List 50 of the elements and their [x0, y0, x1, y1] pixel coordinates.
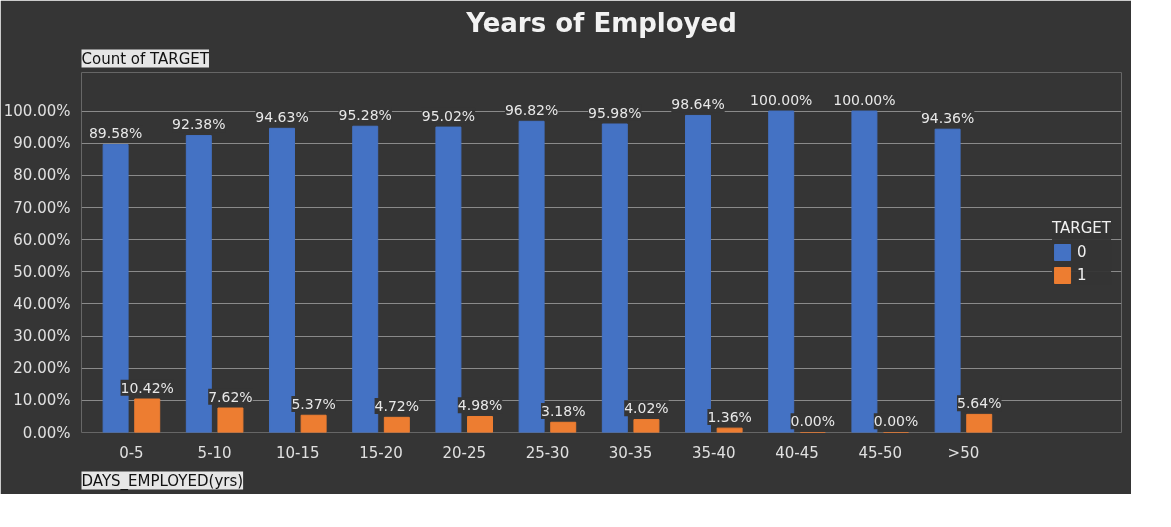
y-tick-label: 40.00%: [13, 294, 71, 313]
data-label: 94.63%: [255, 109, 309, 126]
x-tick-label: >50: [947, 443, 980, 462]
y-tick-label: 20.00%: [13, 359, 71, 378]
data-label: 10.42%: [120, 379, 174, 396]
y-tick-label: 10.00%: [13, 391, 71, 410]
data-label: 89.58%: [88, 125, 143, 142]
data-label: 5.37%: [291, 396, 336, 413]
x-tick-label: 15-20: [359, 443, 403, 462]
y-tick-label: 50.00%: [13, 262, 71, 281]
legend-title: TARGET: [1052, 219, 1111, 237]
data-label: 4.72%: [374, 398, 420, 415]
data-label: 95.28%: [338, 107, 392, 124]
y-tick-label: 60.00%: [13, 230, 71, 249]
data-label: 0.00%: [873, 413, 919, 430]
data-label: 100.00%: [833, 91, 896, 108]
data-label: 1.36%: [707, 408, 752, 425]
y-tick-label: 70.00%: [13, 198, 71, 217]
text: Count of TARGET: [81, 49, 210, 68]
x-tick-label: 10-15: [276, 443, 320, 462]
x-tick-label: 40-45: [775, 443, 819, 462]
data-label: 4.98%: [457, 397, 503, 414]
chart-title: Years of Employed: [465, 7, 737, 38]
y-tick-label: 80.00%: [13, 166, 71, 185]
legend-label: 0: [1077, 243, 1088, 261]
y-tick-label: 90.00%: [13, 134, 71, 153]
legend-label: 1: [1077, 266, 1088, 284]
x-axis-title: DAYS_EMPLOYED(yrs): [81, 471, 244, 491]
data-label: 7.62%: [208, 388, 253, 405]
data-label: 5.64%: [956, 395, 1002, 412]
y-tick-label: 30.00%: [13, 327, 71, 346]
x-tick-label: 45-50: [858, 443, 903, 462]
x-tick-label: 20-25: [442, 443, 487, 462]
y-tick-label: 0.00%: [22, 423, 71, 442]
data-label: 92.38%: [172, 116, 226, 133]
data-label: 100.00%: [750, 91, 813, 108]
x-tick-label: 30-35: [608, 443, 653, 462]
x-tick-label: 25-30: [525, 443, 570, 462]
data-label: 95.98%: [588, 104, 642, 121]
data-label: 98.64%: [671, 96, 725, 113]
data-label: 4.02%: [624, 400, 669, 417]
x-tick-label: 35-40: [692, 443, 736, 462]
x-tick-label: 5-10: [197, 443, 232, 462]
y-tick-label: 100.00%: [3, 102, 71, 121]
data-label: 94.36%: [920, 109, 975, 126]
data-label: 3.18%: [540, 403, 586, 420]
x-tick-label: 0-5: [119, 443, 144, 462]
data-label: 95.02%: [421, 107, 476, 124]
data-label: 0.00%: [790, 413, 836, 430]
data-label: 96.82%: [504, 102, 559, 119]
